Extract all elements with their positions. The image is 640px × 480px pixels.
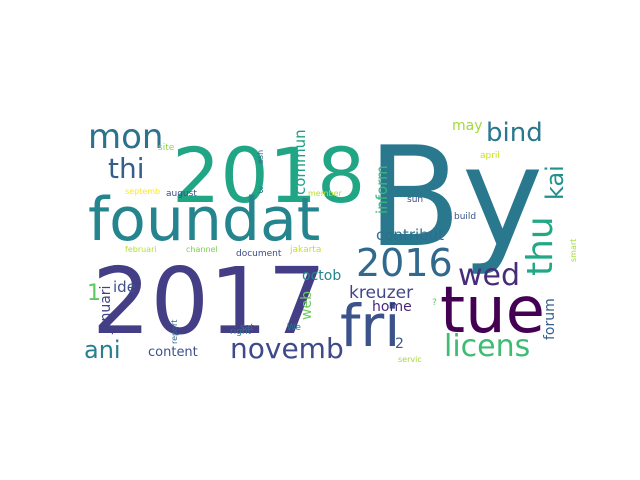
word-mon: mon <box>88 117 163 157</box>
word-novemb: novemb <box>230 332 344 365</box>
word-wed: wed <box>458 258 520 293</box>
word-right: right <box>230 327 252 337</box>
word-2: 2 <box>395 336 404 352</box>
word-april: april <box>480 151 500 161</box>
word-inform: inform <box>373 165 391 214</box>
word-symbol: ? <box>432 298 437 308</box>
word-jakarta: jakarta <box>289 245 321 255</box>
word-octob: octob <box>302 268 341 284</box>
word-servic: servic <box>398 355 422 364</box>
word-bind: bind <box>486 118 543 148</box>
word-februari: februari <box>125 245 157 254</box>
word-content: content <box>148 345 198 360</box>
word-2017: 2017 <box>92 248 326 355</box>
word-channel: channel <box>186 245 218 254</box>
word-web: web <box>299 291 315 320</box>
word-esh: esh <box>256 150 265 164</box>
word-report: report <box>170 320 179 344</box>
word-fri: fri <box>340 292 400 360</box>
word-licens: licens <box>444 329 530 364</box>
word-sun: sun <box>407 195 423 205</box>
word-sat: sat <box>240 323 254 333</box>
word-kai: kai <box>541 165 569 200</box>
word-site: site <box>158 143 175 153</box>
word-commun: commun <box>291 129 309 195</box>
word-forum: forum <box>542 298 558 340</box>
word-member: member <box>308 189 343 198</box>
word-ide: ide <box>113 278 136 296</box>
word-home: home <box>372 299 412 315</box>
word-thi: thi <box>108 152 145 185</box>
word-tue: tue <box>440 274 545 348</box>
word-build: build <box>454 212 476 222</box>
word-2016: 2016 <box>356 241 453 285</box>
word-contribut: contribut <box>376 226 444 244</box>
word-kreuzer: kreuzer <box>349 283 413 303</box>
word-we: We <box>287 323 301 333</box>
word-1: 1 <box>87 281 101 306</box>
word-thu: thu <box>520 216 561 276</box>
word-3: 3 <box>258 186 264 196</box>
word-may: may <box>452 118 483 134</box>
word-august: august <box>166 189 197 199</box>
word-ani: ani <box>84 336 121 364</box>
word-januari: januari <box>98 286 114 335</box>
word-by: By <box>367 117 543 278</box>
word-septemb: septemb <box>125 187 160 196</box>
word-smart: smart <box>569 239 578 262</box>
word-document: document <box>236 249 282 259</box>
word-2018: 2018 <box>172 131 365 220</box>
word-foundat: foundat <box>88 185 320 255</box>
